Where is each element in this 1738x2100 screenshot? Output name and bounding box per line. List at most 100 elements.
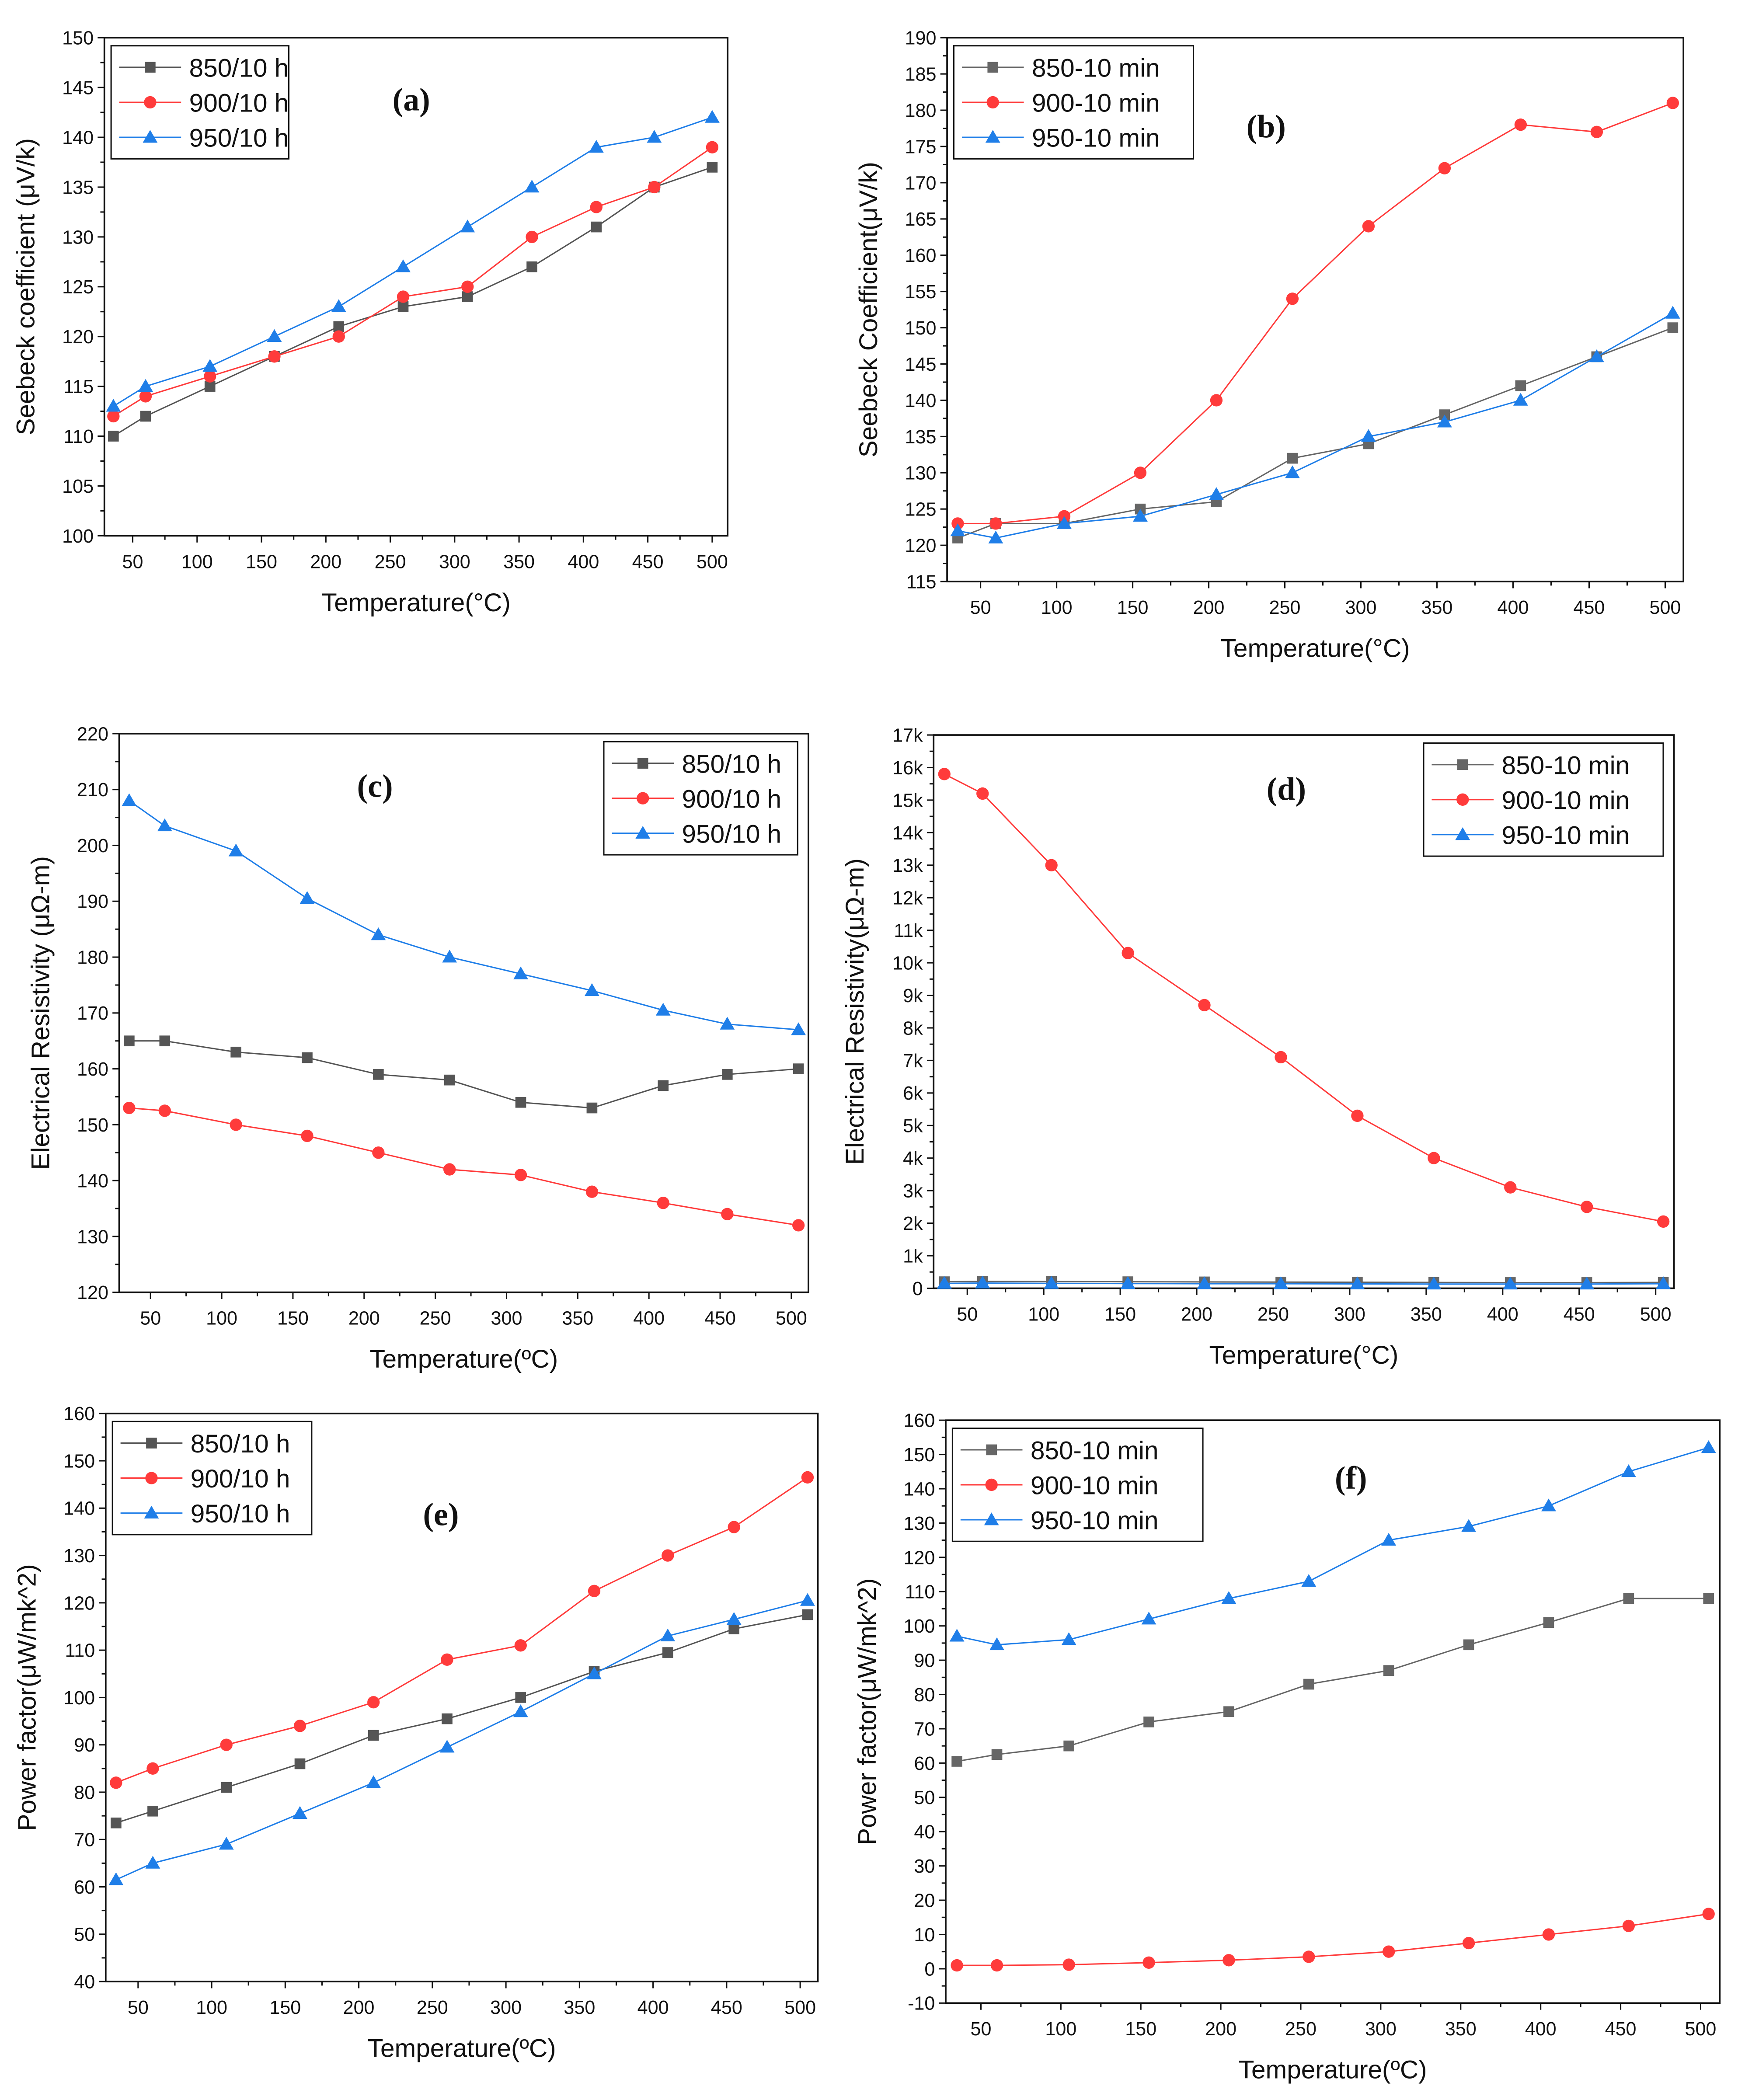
data-point [124, 1035, 135, 1047]
data-point [1702, 1908, 1715, 1920]
data-point [460, 219, 475, 233]
y-axis-label: Power factor(μW/mk^2) [13, 1564, 42, 1831]
y-tick-label: 40 [74, 1971, 95, 1992]
data-point [397, 290, 410, 303]
x-tick-label: 250 [417, 1997, 448, 2018]
series-0 [108, 162, 718, 442]
data-point [111, 1818, 122, 1828]
data-point [157, 818, 172, 832]
y-tick-label: 175 [905, 136, 937, 157]
x-tick-label: 450 [704, 1308, 736, 1329]
y-tick-label: 115 [906, 571, 937, 592]
y-tick-label: 6k [903, 1083, 923, 1104]
panel-label: (e) [423, 1496, 459, 1532]
data-point [1581, 1201, 1593, 1213]
data-point [1303, 1679, 1314, 1690]
data-point [1286, 293, 1299, 305]
x-tick-label: 100 [1045, 2019, 1076, 2040]
chart-panel-f: -10 0 10 20 30 40 50 60 70 80 90 100 110 120 130 140 150… [853, 1410, 1721, 2084]
data-point [301, 1129, 313, 1142]
data-point [590, 201, 603, 213]
y-tick-label: 220 [77, 724, 108, 745]
series-0 [124, 1035, 804, 1114]
series-2 [108, 1593, 815, 1885]
data-point [524, 180, 540, 193]
data-point [706, 141, 719, 153]
data-point [1701, 1440, 1716, 1453]
series-1 [951, 1908, 1715, 1972]
series-2 [937, 1275, 1671, 1290]
x-tick-label: 200 [1193, 597, 1225, 618]
data-point [1303, 1950, 1315, 1963]
legend-marker [1455, 827, 1470, 840]
data-point [138, 379, 153, 392]
series-1 [951, 97, 1679, 530]
series-line [129, 1107, 799, 1226]
legend: 850/10 h 900/10 h 950/10 h [111, 1421, 313, 1536]
x-tick-label: 500 [784, 1997, 816, 2018]
y-tick-label: 90 [914, 1651, 935, 1672]
data-point [139, 390, 152, 403]
x-tick-label: 150 [277, 1308, 309, 1329]
x-tick-label: 50 [140, 1308, 161, 1329]
data-point [1285, 465, 1300, 478]
data-point [1143, 1716, 1154, 1727]
data-point [1275, 1051, 1287, 1064]
x-tick-label: 250 [420, 1308, 451, 1329]
x-tick-label: 400 [1487, 1304, 1519, 1325]
y-tick-label: 140 [77, 1171, 108, 1192]
x-axis-label: Temperature(ºC) [368, 2034, 556, 2062]
y-tick-label: 165 [905, 209, 937, 230]
y-tick-label: 115 [63, 376, 94, 397]
x-tick-label: 200 [310, 551, 341, 572]
data-point [1223, 1954, 1235, 1967]
data-point [441, 1653, 453, 1666]
data-point [1133, 508, 1148, 522]
panel-label: (b) [1247, 108, 1286, 144]
data-point [1063, 1740, 1074, 1752]
data-point [585, 1185, 599, 1198]
y-tick-label: 180 [77, 947, 108, 968]
data-point [147, 1805, 158, 1817]
x-tick-label: 100 [1028, 1304, 1059, 1325]
y-tick-label: 1k [903, 1246, 923, 1267]
data-point [204, 381, 216, 392]
y-tick-label: 160 [905, 245, 937, 266]
x-tick-label: 450 [1574, 597, 1605, 618]
data-point [204, 370, 216, 383]
legend-entry: 950/10 h [682, 820, 782, 848]
data-point [793, 1063, 804, 1074]
y-tick-label: 50 [914, 1787, 935, 1808]
series-line [957, 1598, 1709, 1762]
y-tick-label: 150 [63, 1451, 95, 1472]
data-point [397, 301, 409, 312]
y-tick-label: 125 [905, 499, 937, 520]
data-point [333, 321, 345, 332]
data-point [1142, 1956, 1155, 1969]
data-point [526, 230, 538, 244]
x-tick-label: 350 [1421, 597, 1453, 618]
data-point [140, 411, 151, 422]
data-point [726, 1612, 742, 1625]
y-tick-label: 150 [905, 318, 937, 339]
y-tick-label: 10k [892, 953, 923, 974]
data-point [202, 359, 218, 372]
x-tick-label: 400 [633, 1308, 665, 1329]
data-point [1461, 1519, 1477, 1532]
x-tick-label: 400 [568, 551, 599, 572]
y-tick-label: 180 [905, 100, 937, 121]
y-tick-label: 60 [914, 1753, 935, 1774]
data-point [1134, 467, 1147, 479]
y-tick-label: 4k [903, 1148, 923, 1169]
data-point [704, 110, 720, 123]
legend: 850-10 min 900-10 min 950-10 min [1423, 742, 1664, 857]
series-line [113, 146, 713, 417]
data-point [1438, 162, 1451, 174]
x-tick-label: 500 [776, 1308, 807, 1329]
data-point [591, 221, 602, 233]
data-point [396, 259, 411, 272]
data-point [220, 1738, 233, 1751]
x-tick-label: 50 [970, 2019, 991, 2040]
y-tick-label: 170 [77, 1003, 108, 1024]
series-2 [949, 1440, 1716, 1651]
